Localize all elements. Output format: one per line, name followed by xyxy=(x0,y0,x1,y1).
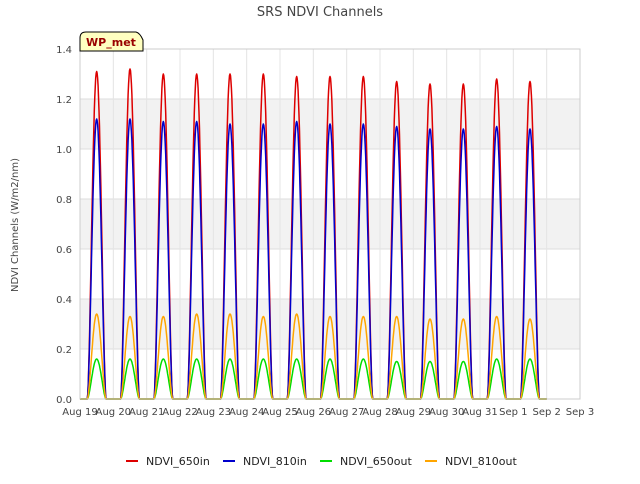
plot-band xyxy=(80,249,580,299)
site-tag-text: WP_met xyxy=(86,36,136,49)
y-tick-label: 1.0 xyxy=(56,145,72,156)
x-tick-label: Aug 23 xyxy=(196,407,231,418)
x-tick-label: Aug 19 xyxy=(62,407,97,418)
x-tick-label: Aug 22 xyxy=(162,407,197,418)
y-tick-label: 0.4 xyxy=(56,295,72,306)
y-tick-label: 0.0 xyxy=(56,395,72,406)
y-tick-label: 1.2 xyxy=(56,95,72,106)
legend-label: NDVI_650out xyxy=(340,455,412,468)
legend-label: NDVI_810in xyxy=(243,455,307,468)
x-tick-label: Aug 28 xyxy=(362,407,397,418)
site-tag: WP_met xyxy=(79,31,144,52)
y-tick-label: 0.6 xyxy=(56,245,72,256)
x-tick-label: Sep 3 xyxy=(566,407,594,418)
x-tick-label: Aug 29 xyxy=(396,407,431,418)
x-tick-label: Sep 1 xyxy=(499,407,527,418)
plot-band xyxy=(80,149,580,199)
legend-label: NDVI_810out xyxy=(445,455,517,468)
y-tick-label: 0.2 xyxy=(56,345,72,356)
x-tick-label: Aug 27 xyxy=(329,407,364,418)
x-tick-label: Aug 31 xyxy=(462,407,497,418)
x-tick-label: Aug 30 xyxy=(429,407,464,418)
plot-band xyxy=(80,299,580,349)
plot-band xyxy=(80,199,580,249)
y-tick-label: 0.8 xyxy=(56,195,72,206)
legend: NDVI_650in NDVI_810in NDVI_650out NDVI_810o… xyxy=(126,455,517,468)
plot-band xyxy=(80,349,580,399)
y-tick-labels: 0.0 0.2 0.4 0.6 0.8 1.0 1.2 1.4 xyxy=(56,45,72,406)
chart-title: SRS NDVI Channels xyxy=(257,5,383,20)
x-tick-label: Aug 24 xyxy=(229,407,264,418)
plot-background-bands xyxy=(80,49,580,399)
x-tick-label: Aug 26 xyxy=(296,407,331,418)
x-tick-label: Aug 25 xyxy=(262,407,297,418)
x-tick-label: Aug 21 xyxy=(129,407,164,418)
plot-frame xyxy=(79,48,581,400)
x-tick-label: Aug 20 xyxy=(96,407,131,418)
y-axis-label: NDVI Channels (W/m2/nm) xyxy=(10,158,21,292)
site-tag-box xyxy=(79,31,144,52)
y-tick-label: 1.4 xyxy=(56,45,72,56)
legend-label: NDVI_650in xyxy=(146,455,210,468)
plot-band xyxy=(80,49,580,99)
x-tick-label: Sep 2 xyxy=(532,407,560,418)
